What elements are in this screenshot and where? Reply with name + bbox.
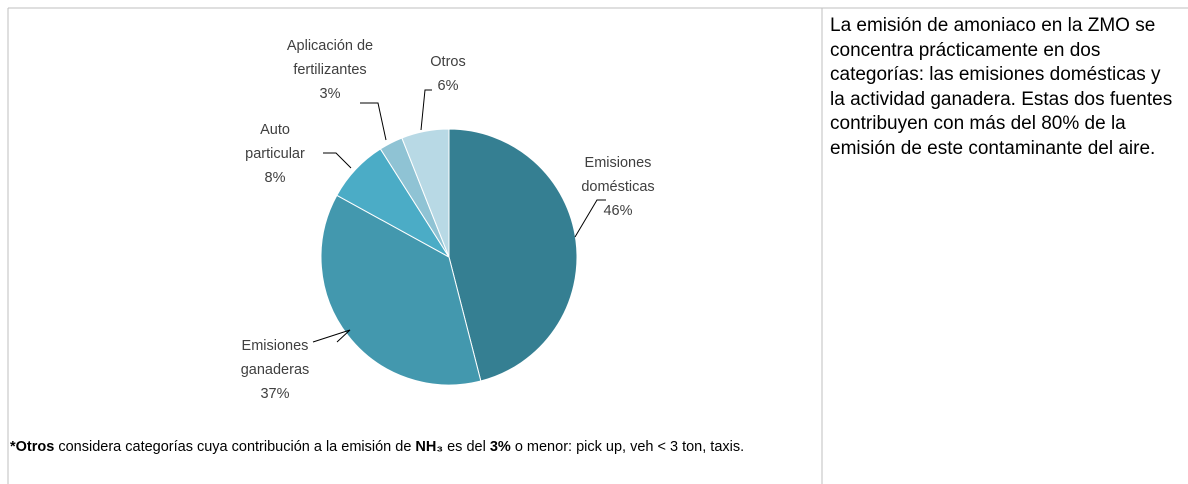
footnote-part: o menor: pick up, veh < 3 ton, taxis. [510,439,745,455]
footnote: *Otros considera categorías cuya contrib… [10,436,810,459]
footnote-part: *Otros [10,439,55,455]
footnote-part: es del [443,439,490,455]
pie-slice [401,128,450,258]
slice-label: Emisiones [242,338,309,354]
pie-slice [320,194,482,386]
slice-value-label: 3% [320,86,341,102]
slice-label: Otros [430,54,465,70]
slice-value-label: 37% [260,386,289,402]
slice-label: domésticas [581,179,654,195]
slice-label: fertilizantes [293,62,366,78]
slice-label: Auto [260,122,290,138]
footnote-part: considera categorías cuya contribución a… [54,439,416,455]
leader-line [323,152,352,169]
footnote-part: NH₃ [415,439,444,455]
slice-label: particular [245,146,305,162]
leader-line [360,102,387,141]
pie-slice [448,128,578,382]
side-text: La emisión de amoniaco en la ZMO se conc… [830,15,1173,159]
leader-line [420,89,432,131]
slice-value-label: 6% [438,78,459,94]
slice-label: Emisiones [585,155,652,171]
slice-value-label: 8% [265,170,286,186]
footnote-part: 3% [489,439,511,455]
leader-line [312,329,351,343]
slice-label: Aplicación de [287,38,373,54]
leader-line [574,199,606,238]
slice-label: ganaderas [241,362,310,378]
slice-value-label: 46% [603,203,632,219]
